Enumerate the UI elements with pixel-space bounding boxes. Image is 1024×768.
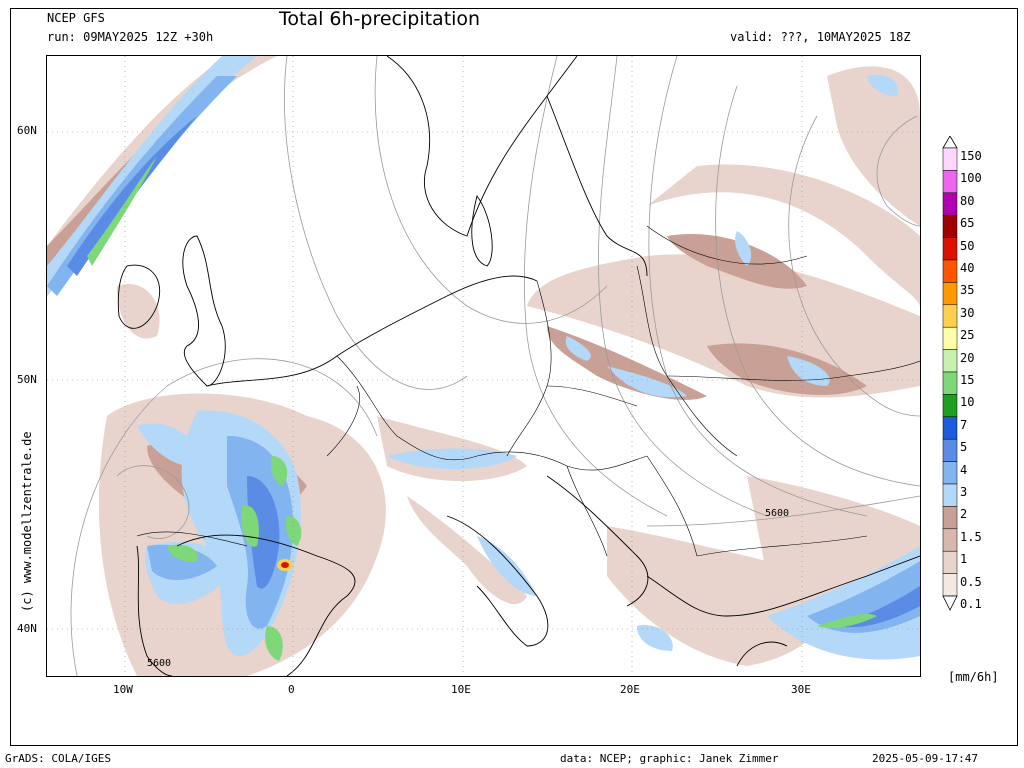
legend-swatch — [942, 506, 958, 530]
lat-lon-grid — [47, 56, 920, 676]
lat-label: 60N — [17, 124, 37, 137]
legend-swatch — [942, 326, 958, 350]
legend-swatch — [942, 550, 958, 574]
color-legend: 150 100 80 65 50 40 35 30 25 20 15 10 7 5 4 3 2 1.5 1 0.5 0.… — [942, 136, 1022, 632]
legend-swatch — [942, 192, 958, 216]
run-info: run: 09MAY2025 12Z +30h — [47, 30, 214, 44]
legend-label: 15 — [960, 373, 975, 387]
model-name: NCEP GFS — [47, 11, 105, 25]
legend-label: 7 — [960, 417, 968, 432]
copyright-label: (c) www.modellzentrale.de — [20, 431, 34, 612]
footer-timestamp: 2025-05-09-17:47 — [872, 752, 978, 765]
legend-swatch — [942, 304, 958, 328]
legend-label: 5 — [960, 440, 968, 455]
legend-unit: [mm/6h] — [948, 670, 999, 684]
legend-label: 4 — [960, 462, 968, 477]
map-title: Total 6h-precipitation — [279, 8, 481, 30]
country-borders — [136, 225, 920, 557]
legend-swatch — [942, 416, 958, 440]
legend-swatch — [942, 438, 958, 462]
legend-label: 150 — [960, 149, 982, 163]
legend-swatch — [942, 528, 958, 552]
legend-label: 0.5 — [960, 574, 982, 589]
legend-label: 25 — [960, 328, 975, 343]
legend-label: 65 — [960, 216, 975, 231]
legend-label: 1.5 — [960, 529, 982, 544]
legend-label: 50 — [960, 238, 975, 253]
precip-green-areas — [87, 156, 877, 661]
footer-software: GrADS: COLA/IGES — [5, 752, 111, 765]
valid-time: valid: ???, 10MAY2025 18Z — [730, 30, 911, 44]
color-legend-bar — [942, 136, 958, 611]
contour-label: 5600 — [765, 508, 789, 519]
lat-label: 40N — [17, 622, 37, 635]
legend-swatch — [942, 214, 958, 238]
legend-label: 20 — [960, 350, 975, 365]
legend-label: 100 — [960, 171, 982, 186]
precip-max-cell — [277, 559, 293, 571]
legend-arrow-top — [942, 136, 958, 149]
legend-swatch — [942, 394, 958, 418]
legend-swatch — [942, 483, 958, 507]
legend-label: 35 — [960, 283, 975, 298]
precipitation-map: 5600 5600 — [46, 55, 921, 677]
lon-label: 0 — [288, 683, 295, 696]
legend-label: 0.1 — [960, 597, 982, 611]
lon-label: 30E — [791, 683, 811, 696]
legend-label: 80 — [960, 193, 975, 208]
legend-swatch — [942, 147, 958, 171]
legend-swatch — [942, 282, 958, 306]
legend-label: 3 — [960, 485, 968, 499]
legend-swatch — [942, 170, 958, 194]
legend-arrow-bottom — [942, 595, 958, 611]
legend-label: 2 — [960, 507, 968, 522]
legend-swatch — [942, 237, 958, 261]
legend-label: 10 — [960, 395, 975, 410]
legend-label: 30 — [960, 305, 975, 320]
lon-label: 10E — [451, 683, 471, 696]
contour-label: 5600 — [147, 658, 171, 669]
legend-swatch — [942, 461, 958, 485]
legend-label: 1 — [960, 552, 968, 567]
plot-frame — [10, 8, 1018, 746]
legend-swatch — [942, 371, 958, 395]
lat-label: 50N — [17, 373, 37, 386]
lon-label: 10W — [113, 683, 133, 696]
footer-credits: data: NCEP; graphic: Janek Zimmer — [560, 752, 779, 765]
legend-label: 40 — [960, 261, 975, 275]
legend-swatch — [942, 259, 958, 283]
legend-swatch — [942, 573, 958, 597]
lon-label: 20E — [620, 683, 640, 696]
legend-swatch — [942, 349, 958, 373]
coastlines — [117, 56, 920, 676]
geopotential-contours — [70, 56, 920, 676]
